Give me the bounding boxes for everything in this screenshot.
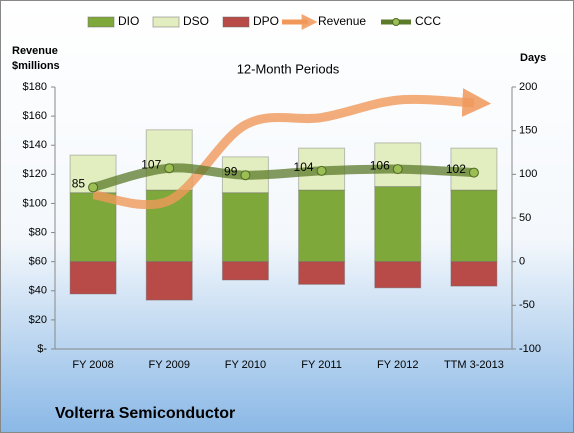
y-tick-label: $180 — [23, 81, 47, 93]
bar-dio — [221, 192, 269, 263]
legend-label: DPO — [253, 14, 279, 28]
y-tick-label: $80 — [29, 226, 47, 238]
ccc-point — [164, 163, 175, 174]
bar-dpo — [69, 261, 117, 295]
y2-tick-label: 200 — [519, 81, 537, 93]
bar-dso — [145, 129, 193, 191]
data-label: 99 — [224, 164, 238, 178]
legend-label: CCC — [415, 14, 441, 28]
legend-label: DIO — [118, 14, 139, 28]
y-tick-label: $20 — [29, 314, 47, 326]
x-tick-label: FY 2009 — [149, 359, 190, 371]
y2-tick-label: 150 — [519, 125, 537, 137]
bar-dio — [450, 189, 498, 263]
legend-swatch — [152, 16, 180, 28]
revenue-arrow — [92, 88, 492, 210]
x-tick-label: TTM 3-2013 — [444, 359, 504, 371]
legend-label: Revenue — [318, 14, 366, 28]
y-tick-label: $160 — [23, 110, 47, 122]
y2-tick-label: 100 — [519, 168, 537, 180]
x-tick-label: FY 2012 — [377, 359, 418, 371]
y-tick-label: $40 — [29, 285, 47, 297]
y-tick-label: $140 — [23, 139, 47, 151]
data-label: 85 — [72, 177, 86, 191]
legend-swatch — [222, 16, 250, 28]
ccc-point — [392, 164, 403, 175]
bar-dio — [69, 192, 117, 263]
ccc-point — [316, 165, 327, 176]
data-label: 106 — [370, 158, 390, 172]
bar-dpo — [450, 261, 498, 287]
x-tick-label: FY 2010 — [225, 359, 266, 371]
bar-dpo — [374, 261, 422, 289]
legend-swatch — [392, 18, 400, 26]
bar-dpo — [221, 261, 269, 281]
x-tick-label: FY 2008 — [72, 359, 113, 371]
data-label: 102 — [446, 162, 466, 176]
bar-dpo — [298, 261, 346, 285]
company-name: Volterra Semiconductor — [55, 405, 235, 422]
y-axis-label: Revenue $millions — [12, 45, 60, 72]
y2-tick-label: -100 — [519, 343, 541, 355]
chart-title: 12-Month Periods — [237, 61, 340, 76]
y2-axis-label: Days — [520, 52, 546, 64]
y-tick-label: $120 — [23, 168, 47, 180]
legend-label: DSO — [183, 14, 209, 28]
y-tick-label: $100 — [23, 197, 47, 209]
bar-dpo — [145, 261, 193, 301]
y2-tick-label: 50 — [519, 212, 531, 224]
y-tick-label: $- — [37, 343, 47, 355]
ccc-point — [240, 170, 251, 181]
data-label: 104 — [294, 160, 314, 174]
bar-dio — [374, 186, 422, 263]
ccc-line — [88, 163, 479, 192]
bar-dio — [298, 189, 346, 263]
y2-tick-label: -50 — [519, 299, 535, 311]
y2-tick-label: 0 — [519, 256, 525, 268]
legend-swatch — [87, 16, 115, 28]
x-tick-label: FY 2011 — [301, 359, 342, 371]
ccc-point — [468, 167, 479, 178]
y-tick-label: $60 — [29, 256, 47, 268]
ccc-point — [88, 182, 99, 193]
data-label: 107 — [141, 157, 161, 171]
